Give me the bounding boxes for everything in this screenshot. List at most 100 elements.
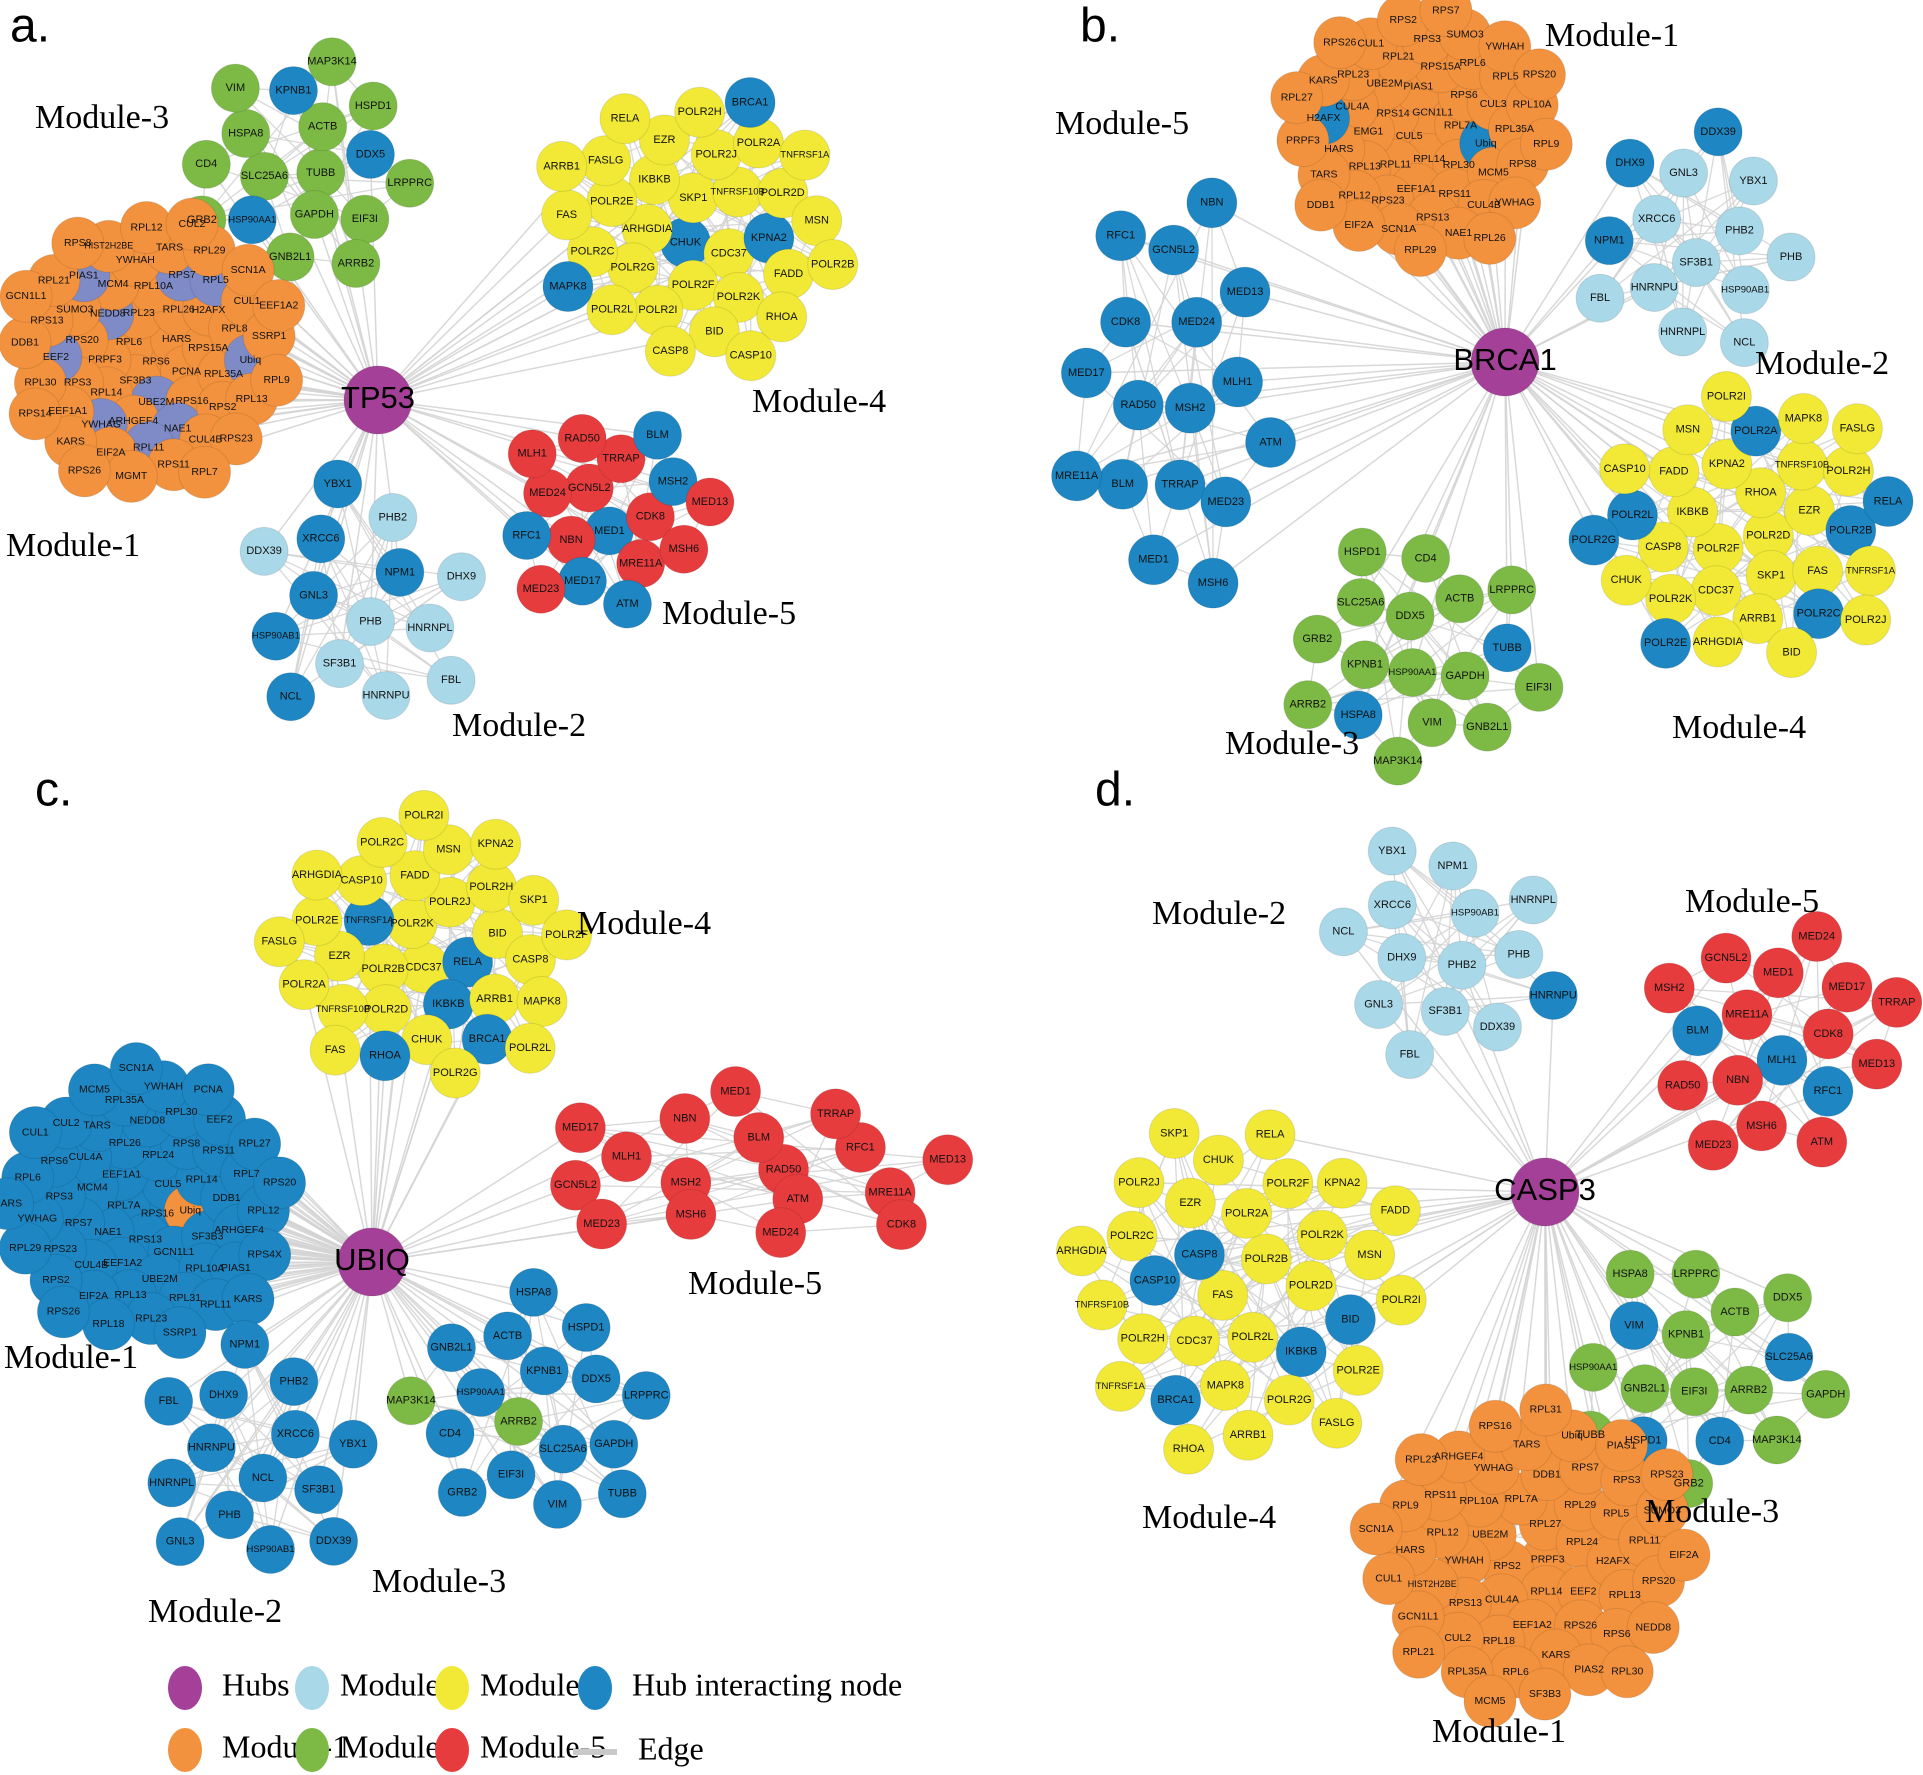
node-RPS26[interactable] <box>1313 16 1367 70</box>
node-RPS8[interactable] <box>51 216 105 270</box>
node-HSPD1[interactable] <box>348 81 398 131</box>
node-MAPK8[interactable] <box>516 975 568 1027</box>
node-BRCA1[interactable] <box>724 76 776 128</box>
node-BLM[interactable] <box>1097 458 1149 510</box>
node-TUBB[interactable] <box>1482 623 1532 673</box>
node-EIF3I[interactable] <box>1514 662 1564 712</box>
node-DDX5[interactable] <box>571 1354 621 1404</box>
node-ACTB[interactable] <box>1435 574 1485 624</box>
node-FAS[interactable] <box>309 1024 361 1076</box>
node-POLR2L[interactable] <box>586 284 638 336</box>
node-TRRAP[interactable] <box>810 1088 862 1140</box>
node-TNFRSF10B[interactable] <box>1776 439 1828 491</box>
node-HNRNPL[interactable] <box>405 603 455 653</box>
node-FADD[interactable] <box>763 248 815 300</box>
node-NCL[interactable] <box>1318 907 1368 957</box>
node-POLR2D[interactable] <box>757 167 809 219</box>
node-MRE11A[interactable] <box>1051 450 1103 502</box>
node-DDX39[interactable] <box>239 526 289 576</box>
node-HSPA8[interactable] <box>509 1267 559 1317</box>
node-MSN[interactable] <box>1344 1229 1396 1281</box>
node-HNRNPU[interactable] <box>186 1423 236 1473</box>
node-XRCC6[interactable] <box>296 514 346 564</box>
node-YBX1[interactable] <box>1367 826 1417 876</box>
node-CASP8[interactable] <box>1173 1229 1225 1281</box>
node-HSP90AB1[interactable] <box>1450 888 1500 938</box>
node-SKP1[interactable] <box>508 874 560 926</box>
node-EEF1A2[interactable] <box>252 279 306 333</box>
node-KPNB1[interactable] <box>268 66 318 116</box>
node-TNFRSF1A[interactable] <box>1845 545 1897 597</box>
node-HNRNPL[interactable] <box>1658 307 1708 357</box>
node-RPL21[interactable] <box>1392 1625 1446 1679</box>
node-FBL[interactable] <box>1385 1030 1435 1080</box>
node-RELA[interactable] <box>1244 1109 1296 1161</box>
node-ARHGDIA[interactable] <box>291 849 343 901</box>
node-POLR2G[interactable] <box>1568 514 1620 566</box>
node-BRCA1[interactable] <box>1150 1374 1202 1426</box>
node-MED24[interactable] <box>755 1207 807 1259</box>
node-RPL26[interactable] <box>1463 211 1517 265</box>
node-ATM[interactable] <box>1245 416 1297 468</box>
node-MED13[interactable] <box>922 1134 974 1186</box>
node-POLR2C[interactable] <box>356 816 408 868</box>
node-ARRB2[interactable] <box>1283 680 1333 730</box>
node-MED13[interactable] <box>1851 1038 1903 1090</box>
node-ARRB2[interactable] <box>331 239 381 289</box>
node-CDK8[interactable] <box>875 1199 927 1251</box>
node-ACTB[interactable] <box>1710 1287 1760 1337</box>
node-BLM[interactable] <box>733 1112 785 1164</box>
node-MED23[interactable] <box>1687 1119 1739 1171</box>
node-POLR2A[interactable] <box>278 959 330 1011</box>
node-YWHAH[interactable] <box>1478 20 1532 74</box>
node-DDX39[interactable] <box>309 1516 359 1566</box>
node-POLR2A[interactable] <box>1221 1187 1273 1239</box>
node-RPS7[interactable] <box>1419 0 1473 38</box>
node-POLR2B[interactable] <box>1240 1233 1292 1285</box>
node-MLH1[interactable] <box>1756 1034 1808 1086</box>
node-HSP90AA1[interactable] <box>456 1367 506 1417</box>
node-POLR2D[interactable] <box>1285 1260 1337 1312</box>
node-VIM[interactable] <box>1609 1301 1659 1351</box>
node-LRPPRC[interactable] <box>1671 1249 1721 1299</box>
node-RPL27[interactable] <box>228 1117 282 1171</box>
node-DHX9[interactable] <box>1605 138 1655 188</box>
node-KPNB1[interactable] <box>1661 1310 1711 1360</box>
node-XRCC6[interactable] <box>1632 194 1682 244</box>
node-CASP10[interactable] <box>1599 443 1651 495</box>
node-NPM1[interactable] <box>375 547 425 597</box>
node-RPS23[interactable] <box>209 412 263 466</box>
node-CHUK[interactable] <box>1192 1134 1244 1186</box>
node-MSH2[interactable] <box>1643 962 1695 1014</box>
node-PHB2[interactable] <box>368 493 418 543</box>
node-ARRB1[interactable] <box>1732 593 1784 645</box>
node-CD4[interactable] <box>425 1408 475 1458</box>
node-GNL3[interactable] <box>1354 979 1404 1029</box>
node-RHOA[interactable] <box>756 291 808 343</box>
node-POLR2L[interactable] <box>504 1022 556 1074</box>
node-NBN[interactable] <box>546 515 596 565</box>
node-POLR2H[interactable] <box>1117 1313 1169 1365</box>
node-BID[interactable] <box>1766 627 1818 679</box>
node-GAPDH[interactable] <box>1440 651 1490 701</box>
node-KPNA2[interactable] <box>1316 1157 1368 1209</box>
node-FADD[interactable] <box>1369 1185 1421 1237</box>
node-RFC1[interactable] <box>502 510 552 560</box>
node-RHOA[interactable] <box>359 1030 411 1082</box>
node-SCN1A[interactable] <box>109 1041 163 1095</box>
node-BID[interactable] <box>688 306 740 358</box>
node-POLR2D[interactable] <box>360 984 412 1036</box>
node-POLR2G[interactable] <box>1263 1374 1315 1426</box>
node-LRPPRC[interactable] <box>1487 565 1537 615</box>
node-KPNB1[interactable] <box>1340 640 1390 690</box>
node-CASP10[interactable] <box>1129 1255 1181 1307</box>
node-RPL27[interactable] <box>1270 71 1324 125</box>
node-FBL[interactable] <box>144 1376 194 1426</box>
node-GCN1L1[interactable] <box>0 269 53 323</box>
node-GCN5L2[interactable] <box>1148 224 1200 276</box>
node-POLR2G[interactable] <box>429 1047 481 1099</box>
node-GNB2L1[interactable] <box>1462 702 1512 752</box>
node-RPS20[interactable] <box>253 1156 307 1210</box>
node-XRCC6[interactable] <box>270 1409 320 1459</box>
node-KPNA2[interactable] <box>1701 438 1753 490</box>
